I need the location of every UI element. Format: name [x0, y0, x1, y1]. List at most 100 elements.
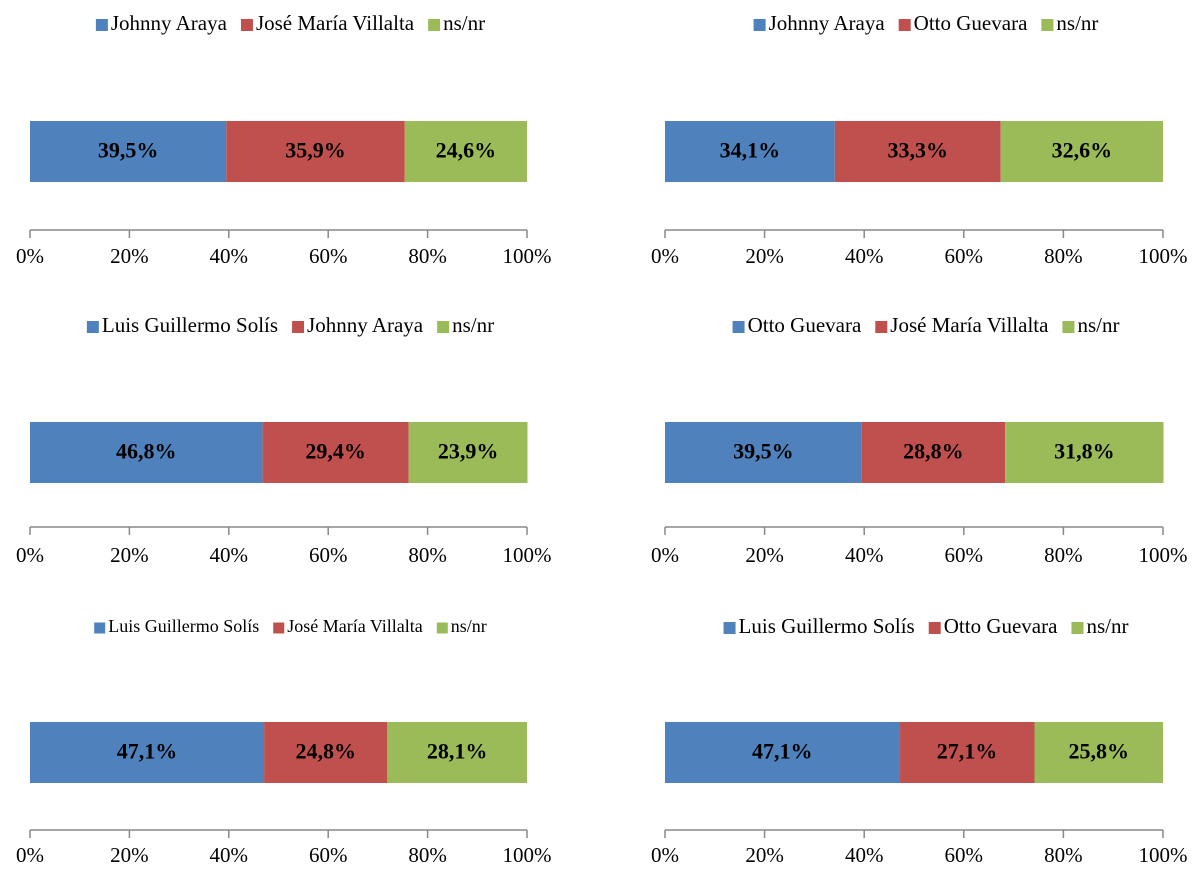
chart: Johnny Araya Otto Guevara ns/nr 34,1% 33,3% 3…	[651, 11, 1188, 268]
legend: Otto Guevara José María Villalta ns/nr	[732, 313, 1119, 337]
legend-swatch	[94, 622, 106, 634]
value-label: 29,4%	[305, 439, 366, 464]
x-tick-label: 100%	[503, 843, 552, 867]
x-tick-label: 60%	[945, 543, 984, 567]
bar-segment	[264, 722, 388, 783]
legend-swatch	[875, 321, 888, 333]
x-tick-label: 100%	[503, 244, 552, 268]
x-tick-label: 80%	[1044, 843, 1083, 867]
bar-segment	[665, 722, 900, 783]
legend: Johnny Araya Otto Guevara ns/nr	[753, 11, 1098, 35]
value-label: 39,5%	[733, 439, 794, 464]
bar-segment	[408, 422, 528, 483]
legend-label: ns/nr	[452, 313, 494, 337]
value-label: 46,8%	[116, 439, 177, 464]
legend-label: ns/nr	[1086, 614, 1128, 638]
x-tick-label: 0%	[651, 843, 679, 867]
x-tick-label: 100%	[1139, 543, 1188, 567]
value-label: 35,9%	[285, 138, 346, 163]
legend-swatch	[1071, 622, 1084, 634]
legend-swatch	[428, 19, 441, 31]
legend-swatch	[928, 622, 941, 634]
legend: Johnny Araya José María Villalta ns/nr	[95, 11, 485, 35]
bar-segment	[30, 722, 265, 783]
legend-label: ns/nr	[1056, 11, 1098, 35]
x-tick-label: 0%	[16, 543, 44, 567]
legend-label: Luis Guillermo Solís	[102, 313, 278, 337]
value-label: 23,9%	[438, 439, 499, 464]
bar-segment	[262, 422, 409, 483]
legend-label: Otto Guevara	[944, 614, 1058, 638]
x-tick-label: 40%	[210, 843, 249, 867]
value-label: 28,1%	[427, 739, 488, 764]
legend-swatch	[95, 19, 108, 31]
value-label: 47,1%	[752, 739, 813, 764]
x-tick-label: 0%	[16, 843, 44, 867]
legend-swatch	[732, 321, 745, 333]
legend-label: ns/nr	[443, 11, 485, 35]
legend-label: ns/nr	[1077, 313, 1119, 337]
x-tick-label: 20%	[745, 843, 784, 867]
bar-segment	[665, 121, 835, 182]
bar-segment	[30, 121, 227, 182]
value-label: 31,8%	[1054, 439, 1115, 464]
x-tick-label: 80%	[408, 244, 447, 268]
x-tick-label: 60%	[945, 244, 984, 268]
legend-swatch	[437, 321, 450, 333]
bar-segment	[899, 722, 1035, 783]
x-tick-label: 80%	[1044, 244, 1083, 268]
value-label: 32,6%	[1052, 138, 1113, 163]
bar-segment	[861, 422, 1006, 483]
x-tick-label: 60%	[309, 543, 348, 567]
value-label: 24,8%	[295, 739, 356, 764]
legend-label: ns/nr	[451, 616, 487, 636]
value-label: 28,8%	[903, 439, 964, 464]
legend-label: Johnny Araya	[307, 313, 424, 337]
x-tick-label: 20%	[745, 543, 784, 567]
legend-swatch	[1041, 19, 1054, 31]
chart: Johnny Araya José María Villalta ns/nr 39,5…	[16, 11, 552, 268]
x-tick-label: 60%	[309, 843, 348, 867]
x-tick-label: 0%	[651, 244, 679, 268]
legend-label: Otto Guevara	[914, 11, 1028, 35]
x-tick-label: 80%	[408, 543, 447, 567]
legend-swatch	[436, 622, 448, 634]
legend: Luis Guillermo Solís Johnny Araya ns/nr	[86, 313, 494, 337]
value-label: 39,5%	[98, 138, 159, 163]
x-tick-label: 40%	[210, 543, 249, 567]
bar-segment	[665, 422, 862, 483]
x-tick-label: 0%	[651, 543, 679, 567]
legend-swatch	[240, 19, 253, 31]
chart: Otto Guevara José María Villalta ns/nr 39,5…	[651, 313, 1188, 567]
x-tick-label: 20%	[110, 543, 149, 567]
legend-swatch	[723, 622, 736, 634]
x-tick-label: 60%	[309, 244, 348, 268]
x-tick-label: 20%	[110, 843, 149, 867]
legend: Luis Guillermo Solís José María Villalta n…	[94, 616, 487, 636]
x-tick-label: 40%	[845, 843, 884, 867]
bar-segment	[226, 121, 405, 182]
chart: Luis Guillermo Solís Johnny Araya ns/nr 46,…	[16, 313, 552, 567]
bar-segment	[1000, 121, 1163, 182]
bar-segment	[834, 121, 1001, 182]
chart: Luis Guillermo Solís Otto Guevara ns/nr 47,…	[651, 614, 1188, 867]
legend-label: José María Villalta	[890, 313, 1049, 337]
bar-segment	[1005, 422, 1164, 483]
x-tick-label: 40%	[210, 244, 249, 268]
value-label: 25,8%	[1069, 739, 1130, 764]
bar-segment	[1034, 722, 1163, 783]
legend-label: Luis Guillermo Solís	[739, 614, 915, 638]
legend-label: Luis Guillermo Solís	[108, 616, 259, 636]
x-tick-label: 20%	[110, 244, 149, 268]
legend-label: Johnny Araya	[769, 11, 886, 35]
legend-swatch	[898, 19, 911, 31]
legend-label: Otto Guevara	[748, 313, 862, 337]
x-tick-label: 20%	[745, 244, 784, 268]
x-tick-label: 100%	[503, 543, 552, 567]
x-tick-label: 0%	[16, 244, 44, 268]
legend-swatch	[292, 321, 305, 333]
x-tick-label: 60%	[945, 843, 984, 867]
value-label: 24,6%	[436, 138, 497, 163]
value-label: 33,3%	[887, 138, 948, 163]
